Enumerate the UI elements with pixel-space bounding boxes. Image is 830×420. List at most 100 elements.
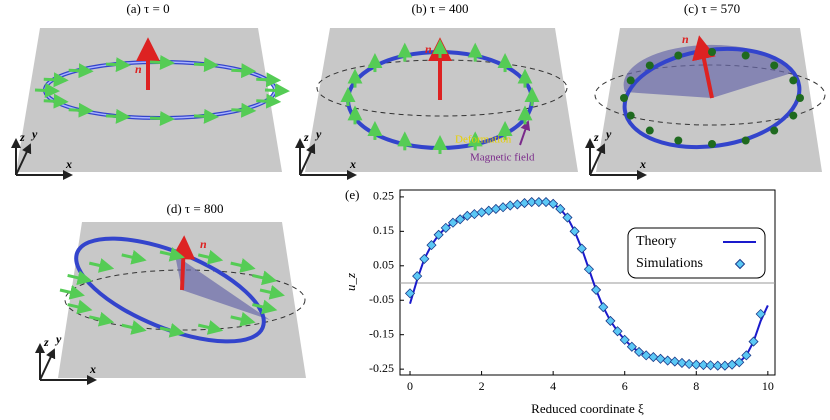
x-axis-label: Reduced coordinate ξ (531, 401, 644, 416)
axis-letter: z (303, 130, 309, 144)
simulation-point (497, 202, 509, 213)
simulation-point (619, 334, 630, 345)
normal-vector (692, 35, 716, 99)
vector-label: n (682, 32, 689, 46)
simulation-point (583, 264, 594, 275)
axis-letter: z (19, 130, 25, 144)
panel-caption: (d) τ = 800 (167, 201, 224, 216)
axis-arrow (299, 143, 316, 176)
axis-letter: x (639, 157, 646, 171)
simulation-point (626, 341, 637, 352)
spin-marker (796, 94, 804, 102)
spin-marker (626, 111, 635, 120)
y-tick-label: -0.05 (369, 292, 394, 306)
axis-arrow (39, 348, 56, 381)
field-arrow (519, 120, 531, 146)
simulation-point (469, 209, 480, 220)
ring-reference (64, 269, 306, 331)
axis-letter: z (593, 130, 599, 144)
simulation-point (569, 226, 580, 237)
legend-label: Theory (636, 234, 676, 249)
spin-arrow (68, 63, 94, 79)
simulation-point (404, 288, 416, 299)
simulation-point (512, 199, 523, 210)
axis-letter: y (30, 127, 38, 141)
spin-arrow (231, 102, 257, 118)
spin-marker (674, 136, 683, 145)
axis-letter: x (65, 157, 72, 171)
spin-marker (645, 61, 654, 70)
spin-marker (741, 136, 750, 145)
spin-arrow (193, 108, 220, 124)
spin-arrow (121, 249, 147, 265)
simulation-point (540, 196, 552, 208)
vector-label: n (135, 62, 142, 76)
spin-marker (620, 94, 628, 102)
spin-arrow (230, 311, 256, 327)
spin-arrow (149, 110, 175, 126)
spin-marker (708, 48, 716, 56)
spin-arrow (197, 249, 224, 265)
simulation-point (598, 302, 609, 313)
axis-letter: y (314, 127, 322, 141)
spin-arrow (59, 285, 85, 300)
spin-arrow (105, 57, 131, 73)
simulation-point (440, 222, 451, 233)
simulation-point (476, 207, 487, 218)
x-tick-label: 4 (550, 379, 556, 393)
axis-letter: x (89, 362, 96, 376)
axis-arrow (589, 143, 606, 176)
spin-arrow (193, 57, 220, 73)
simulation-point (455, 214, 466, 225)
spin-arrow (264, 82, 290, 98)
spin-marker (741, 51, 750, 60)
simulation-point (705, 360, 716, 371)
simulation-point (633, 346, 645, 357)
simulation-point (676, 357, 688, 369)
simulation-point (483, 205, 494, 216)
simulation-point (641, 350, 652, 361)
panel-scenes (16, 28, 826, 378)
spin-arrow (88, 258, 115, 273)
spin-marker (789, 76, 798, 85)
simulation-point (612, 326, 623, 337)
simulation-point (412, 271, 423, 282)
spin-arrow (252, 299, 278, 315)
simulation-point (691, 359, 702, 370)
simulation-point (533, 196, 544, 208)
spin-arrow (159, 247, 185, 262)
simulation-point (526, 196, 537, 208)
axis-letter: x (349, 157, 356, 171)
simulation-point (555, 203, 566, 215)
spin-arrow (230, 258, 256, 273)
axis-letter: y (54, 332, 62, 346)
spin-arrow (197, 320, 224, 335)
spin-arrow (159, 323, 185, 338)
vector-label: n (200, 237, 207, 251)
simulation-point (419, 253, 430, 264)
axis-letter: y (604, 127, 612, 141)
simulation-point (576, 243, 587, 254)
spin-arrow (43, 93, 69, 109)
panel-caption: (a) τ = 0 (126, 1, 169, 16)
x-tick-label: 8 (693, 379, 699, 393)
panel-label: (e) (345, 187, 359, 202)
simulation-point (562, 212, 573, 223)
theory-line (409, 201, 769, 367)
simulation-point (698, 359, 709, 371)
spin-marker (626, 76, 635, 85)
spin-arrow (34, 82, 60, 98)
legend-box (627, 227, 766, 279)
spin-arrow (67, 270, 93, 286)
y-axis-label: u_z (343, 273, 358, 291)
simulation-point (591, 284, 602, 295)
panel-caption: (b) τ = 400 (412, 1, 469, 16)
axis-arrow (15, 143, 32, 176)
legend-swatch (734, 258, 746, 270)
spin-arrow (88, 311, 115, 327)
spin-marker (789, 111, 798, 120)
spin-arrow (121, 320, 147, 335)
x-tick-label: 6 (622, 379, 628, 393)
simulation-point (548, 198, 559, 209)
